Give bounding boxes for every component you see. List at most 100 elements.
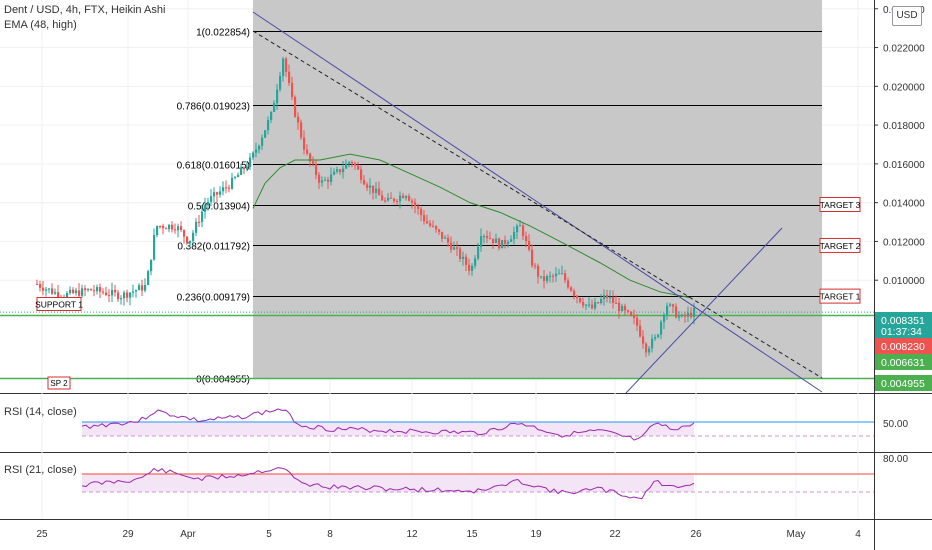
candle [678, 311, 681, 321]
candle [585, 304, 588, 311]
candle-body [216, 192, 219, 195]
candle-body [291, 82, 294, 97]
candle [642, 330, 645, 349]
candle-body [252, 152, 255, 158]
candle [123, 290, 126, 306]
candle-body [330, 174, 333, 182]
candle [45, 287, 48, 297]
candle-body [471, 265, 474, 271]
candle [423, 210, 426, 225]
candle [654, 334, 657, 342]
candle-body [405, 196, 408, 198]
candle-body [642, 336, 645, 344]
candle-body [534, 265, 537, 267]
target-label: TARGET 3 [820, 200, 861, 210]
candle-body [684, 314, 687, 317]
rsi21-label[interactable]: RSI (21, close) [4, 464, 77, 476]
fib-label: 0.5(0.013904) [188, 202, 250, 213]
candle [660, 319, 663, 340]
candle-body [522, 225, 525, 237]
ema-line [252, 153, 691, 299]
candle-body [168, 224, 171, 230]
candle-body [588, 304, 591, 306]
candle-body [213, 192, 216, 197]
price-tick-label: 0.020000 [883, 82, 925, 93]
candle-body [282, 58, 285, 76]
candle-body [510, 239, 513, 242]
time-tick-label: 25 [36, 529, 48, 540]
candle-body [549, 275, 552, 277]
sp2-label: SP 2 [50, 379, 68, 388]
candle-body [306, 149, 309, 154]
candle-body [78, 290, 81, 296]
candle [516, 223, 519, 239]
candle [159, 225, 162, 229]
candle [252, 151, 255, 161]
candle-body [444, 237, 447, 239]
candle-body [456, 247, 459, 249]
rsi14-label[interactable]: RSI (14, close) [4, 406, 77, 418]
candle [324, 176, 327, 182]
candle-body [555, 273, 558, 277]
candle-body [129, 292, 132, 298]
candle [348, 160, 351, 168]
candle-body [570, 287, 573, 291]
candle-body [318, 175, 321, 183]
candle [543, 269, 546, 289]
target-box: TARGET 3 [819, 197, 861, 213]
candle-body [675, 306, 678, 318]
time-tick-label: 12 [406, 529, 418, 540]
candle-body [507, 241, 510, 244]
candle-body [255, 149, 258, 153]
fib-label: 1(0.022854) [196, 28, 250, 39]
candle-body [651, 338, 654, 349]
currency-button[interactable]: USD [892, 6, 922, 26]
candle-body [351, 162, 354, 164]
candle [330, 167, 333, 186]
candle-body [66, 293, 69, 298]
candle [441, 231, 444, 243]
candle [315, 159, 318, 180]
candle-body [315, 163, 318, 176]
candle [210, 189, 213, 207]
rsi14-pane-level-label: 50.00 [883, 419, 908, 430]
candle [333, 168, 336, 176]
candle [321, 176, 324, 187]
candle [477, 242, 480, 261]
candle-body [603, 294, 606, 300]
candle-body [429, 223, 432, 226]
candle-body [480, 236, 483, 247]
price-badge-text: 0.004955 [881, 378, 925, 390]
candle-body [615, 302, 618, 304]
candle [597, 301, 600, 305]
candle-body [573, 290, 576, 296]
price-badge-text: 0.008230 [881, 341, 925, 353]
candle-body [579, 298, 582, 303]
candle [39, 280, 42, 292]
support1-box [36, 297, 82, 312]
candle-body [228, 187, 231, 189]
candle [216, 191, 219, 203]
candle-body [276, 89, 279, 104]
ema-indicator-label[interactable]: EMA (48, high) [4, 19, 77, 31]
candle [384, 197, 387, 203]
price-badge-sp2: 0.004955 [875, 375, 932, 391]
candle-body [621, 305, 624, 311]
candle [657, 333, 660, 339]
candle [462, 251, 465, 266]
candle [318, 171, 321, 190]
candle-body [234, 177, 237, 179]
candle-body [96, 287, 99, 292]
candle-body [657, 334, 660, 338]
candle-body [459, 248, 462, 260]
chart-title: Dent / USD, 4h, FTX, Heikin Ashi [4, 4, 166, 16]
rsi21-pane: 80.00 [81, 454, 908, 500]
candle [246, 161, 249, 172]
candle [399, 191, 402, 209]
candle [555, 267, 558, 282]
candle-body [147, 271, 150, 285]
candle-body [648, 348, 651, 353]
candle-body [225, 187, 228, 189]
